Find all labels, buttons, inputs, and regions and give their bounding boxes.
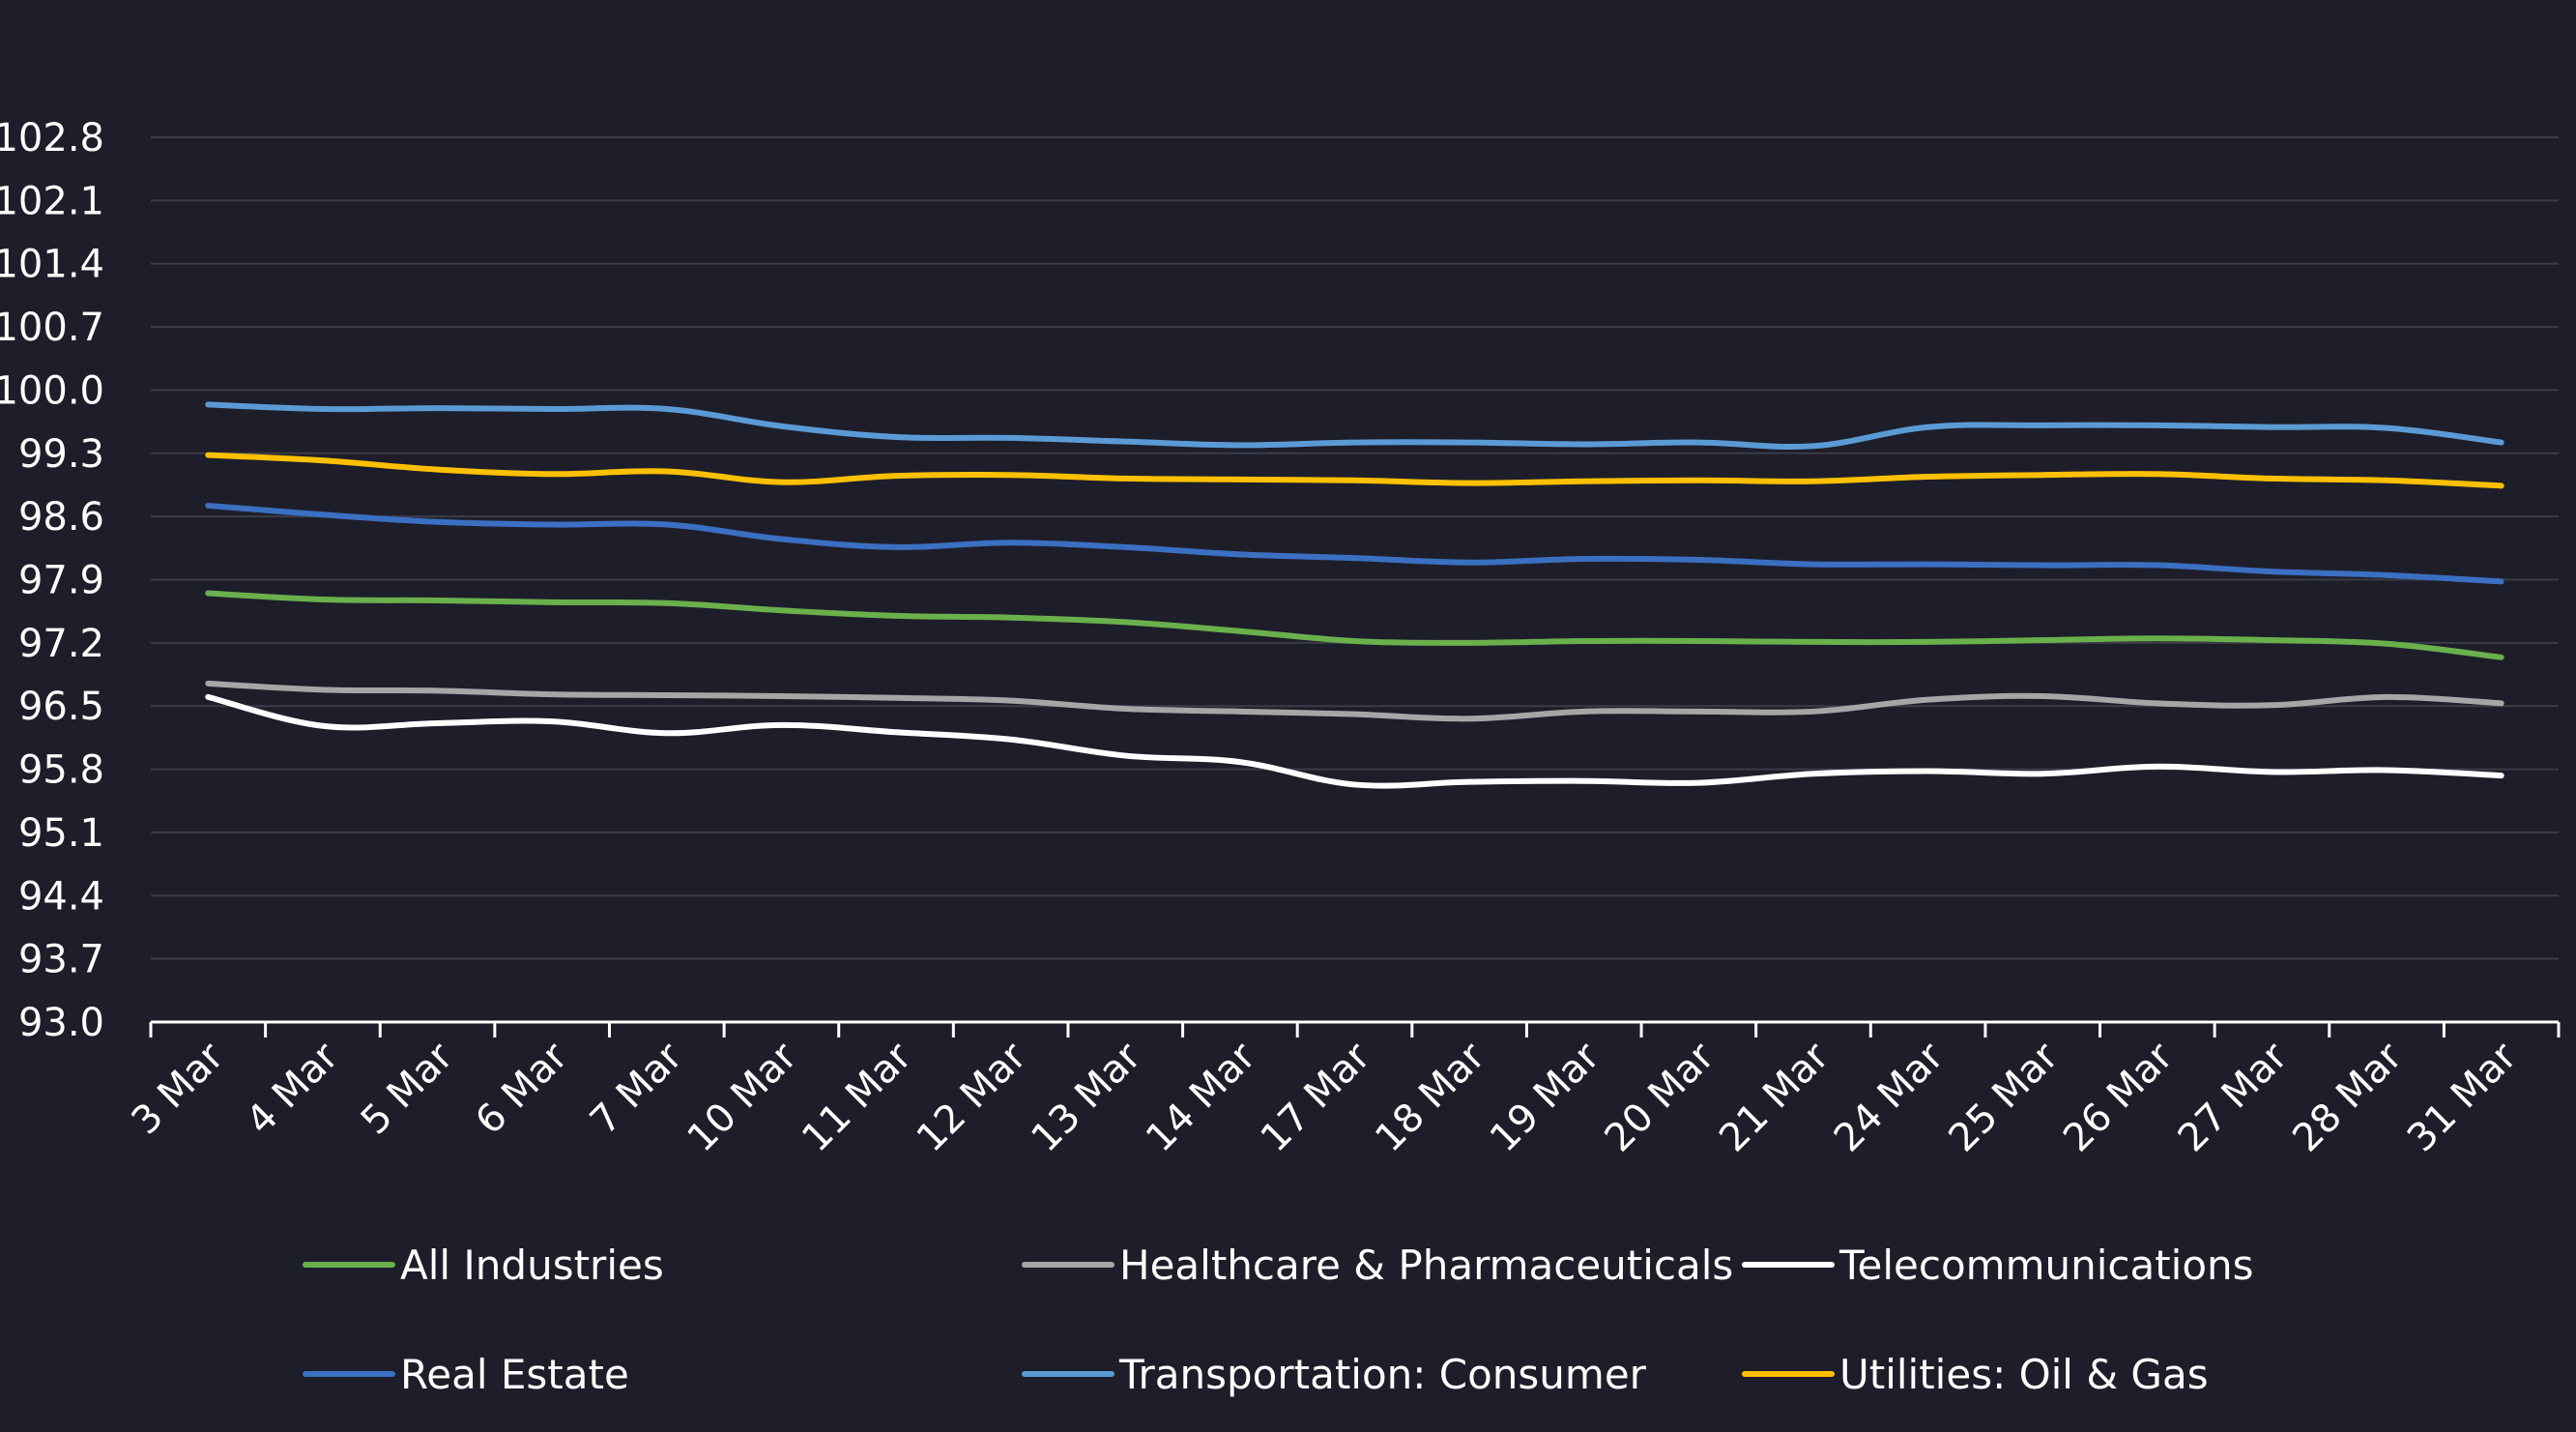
series-line-telecommunications bbox=[205, 693, 2504, 789]
x-tick-label: 19 Mar bbox=[1482, 1034, 1608, 1160]
x-tick-label: 13 Mar bbox=[1023, 1034, 1149, 1160]
series-lines bbox=[205, 401, 2504, 789]
y-tick-label: 100.7 bbox=[0, 306, 104, 350]
x-tick-label: 20 Mar bbox=[1597, 1034, 1723, 1160]
y-tick-label: 97.2 bbox=[18, 622, 104, 666]
x-tick-label: 18 Mar bbox=[1367, 1034, 1493, 1160]
y-tick-label: 102.8 bbox=[0, 116, 104, 161]
x-tick-label: 3 Mar bbox=[123, 1034, 232, 1143]
x-tick-label: 12 Mar bbox=[909, 1034, 1035, 1160]
gridlines bbox=[151, 136, 2559, 960]
y-tick-label: 93.7 bbox=[18, 938, 104, 982]
x-tick-label: 10 Mar bbox=[680, 1034, 806, 1160]
y-tick-label: 95.8 bbox=[18, 748, 104, 793]
series-line-real-estate bbox=[205, 502, 2504, 585]
y-tick-label: 96.5 bbox=[18, 685, 104, 729]
legend: All Industries Healthcare & Pharmaceutica… bbox=[303, 1242, 2254, 1398]
legend-label: Transportation: Consumer bbox=[1118, 1351, 1647, 1398]
legend-item-healthcare-pharmaceuticals: Healthcare & Pharmaceuticals bbox=[1022, 1242, 1733, 1289]
y-tick-label: 102.1 bbox=[0, 179, 104, 223]
x-tick-label: 27 Mar bbox=[2170, 1034, 2297, 1160]
y-axis-tick-labels: 93.0 93.7 94.4 95.1 95.8 96.5 97.2 97.9 98.6 99.3… bbox=[0, 116, 104, 1045]
x-tick-label: 28 Mar bbox=[2284, 1034, 2411, 1160]
x-tick-label: 5 Mar bbox=[353, 1034, 462, 1143]
y-tick-label: 95.1 bbox=[18, 811, 104, 856]
legend-label: Telecommunications bbox=[1838, 1242, 2254, 1289]
legend-item-utilities-oil-gas: Utilities: Oil & Gas bbox=[1742, 1351, 2209, 1398]
legend-label: Healthcare & Pharmaceuticals bbox=[1119, 1242, 1733, 1289]
x-tick-label: 24 Mar bbox=[1826, 1034, 1953, 1160]
legend-item-all-industries: All Industries bbox=[303, 1242, 664, 1289]
x-tick-label: 11 Mar bbox=[794, 1034, 920, 1160]
x-axis bbox=[149, 1020, 2561, 1037]
series-line-transportation-consumer bbox=[205, 401, 2504, 451]
legend-item-telecommunications: Telecommunications bbox=[1742, 1242, 2254, 1289]
legend-label: Real Estate bbox=[400, 1351, 629, 1398]
x-tick-label: 17 Mar bbox=[1253, 1034, 1379, 1160]
y-tick-label: 94.4 bbox=[18, 874, 104, 919]
series-line-utilities-oil-gas bbox=[205, 452, 2504, 489]
x-tick-label: 31 Mar bbox=[2399, 1034, 2526, 1160]
y-tick-label: 99.3 bbox=[18, 432, 104, 477]
y-tick-label: 93.0 bbox=[18, 1001, 104, 1045]
x-tick-label: 4 Mar bbox=[238, 1034, 347, 1143]
series-line-healthcare-pharmaceuticals bbox=[205, 680, 2504, 722]
legend-label: All Industries bbox=[400, 1242, 664, 1289]
x-tick-label: 7 Mar bbox=[582, 1034, 691, 1143]
legend-label: Utilities: Oil & Gas bbox=[1839, 1351, 2209, 1398]
legend-item-transportation-consumer: Transportation: Consumer bbox=[1022, 1351, 1647, 1398]
x-tick-label: 21 Mar bbox=[1711, 1034, 1838, 1160]
y-tick-label: 97.9 bbox=[18, 559, 104, 603]
series-line-all-industries bbox=[205, 590, 2504, 660]
y-tick-label: 98.6 bbox=[18, 495, 104, 540]
legend-item-real-estate: Real Estate bbox=[303, 1351, 629, 1398]
x-tick-label: 26 Mar bbox=[2055, 1034, 2182, 1160]
x-tick-label: 14 Mar bbox=[1138, 1034, 1264, 1160]
x-tick-label: 25 Mar bbox=[1940, 1034, 2067, 1160]
y-tick-label: 100.0 bbox=[0, 368, 104, 413]
y-tick-label: 101.4 bbox=[0, 243, 104, 287]
x-tick-label: 6 Mar bbox=[467, 1034, 576, 1143]
